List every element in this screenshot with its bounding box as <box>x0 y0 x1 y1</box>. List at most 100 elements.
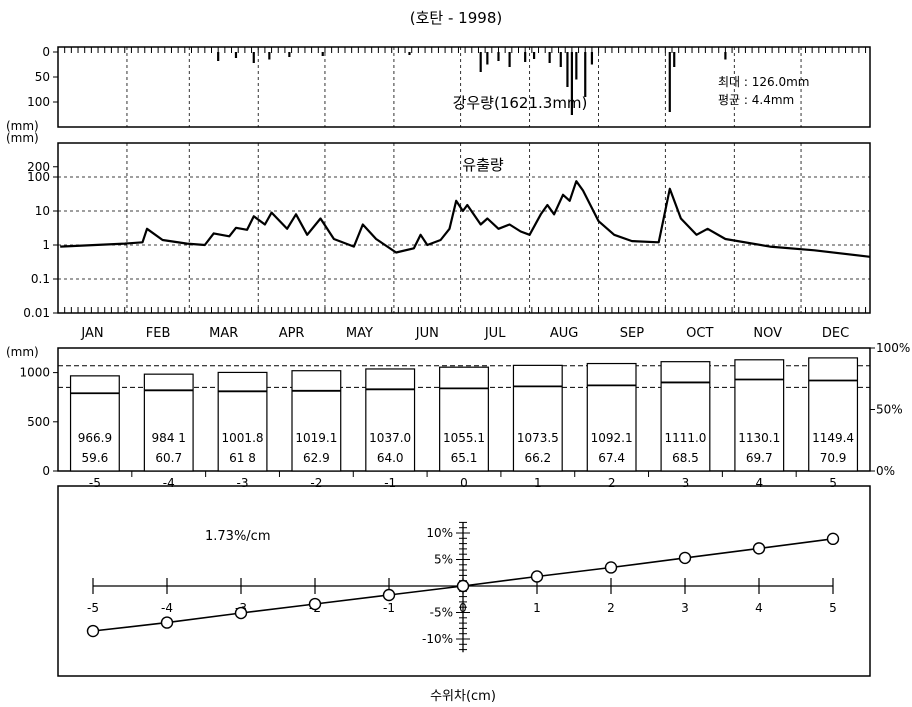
sensitivity-marker <box>88 626 99 637</box>
month-label: JUN <box>415 326 439 341</box>
sensitivity-marker <box>754 543 765 554</box>
rainfall-y-tick-label: 100 <box>27 95 50 109</box>
sensitivity-marker <box>162 617 173 628</box>
water-level-x-tick-label: -1 <box>384 476 396 490</box>
runoff-y-ticks: 2001001010.10.01 <box>23 160 58 320</box>
sensitivity-y-tick-label: -5% <box>430 606 453 620</box>
runoff-y-tick-label: 100 <box>27 170 50 184</box>
water-level-value-label: 1092.1 <box>591 431 633 445</box>
water-level-percent-label: 100% <box>876 341 910 355</box>
water-level-x-tick-label: 1 <box>534 476 542 490</box>
runoff-unit-label: (mm) <box>6 131 39 145</box>
sensitivity-x-tick-label: 5 <box>829 601 837 615</box>
month-label: AUG <box>550 326 578 341</box>
water-level-percent-value-label: 70.9 <box>820 451 847 465</box>
water-level-percent-value-label: 66.2 <box>524 451 551 465</box>
sensitivity-y-tick-label: 5% <box>434 553 453 567</box>
water-level-x-tick-label: -4 <box>163 476 175 490</box>
water-level-value-label: 966.9 <box>78 431 112 445</box>
month-label: SEP <box>620 326 644 341</box>
runoff-y-tick-label: 0.01 <box>23 306 50 320</box>
water-level-value-label: 1130.1 <box>738 431 780 445</box>
water-level-x-tick-label: -2 <box>310 476 322 490</box>
water-level-percent-value-label: 60.7 <box>155 451 182 465</box>
water-level-y-tick-label: 0 <box>42 464 50 478</box>
water-level-x-tick-label: -3 <box>237 476 249 490</box>
water-level-panel: 1000 500 0 100% 50% 0% 966.9 59.6 984 1 60.7 100… <box>6 341 910 490</box>
water-level-y-tick-label: 500 <box>27 415 50 429</box>
water-level-value-label: 1019.1 <box>295 431 337 445</box>
water-level-percent-value-label: 69.7 <box>746 451 773 465</box>
sensitivity-marker <box>606 562 617 573</box>
water-level-percent-value-label: 61 8 <box>229 451 256 465</box>
rainfall-y-tick-label: 50 <box>35 70 50 84</box>
water-level-percent-value-label: 64.0 <box>377 451 404 465</box>
rainfall-mean-label: 평균 : 4.4mm <box>718 93 794 107</box>
water-level-percent-value-label: 62.9 <box>303 451 330 465</box>
water-level-percent-value-label: 67.4 <box>598 451 625 465</box>
water-level-x-tick-label: 5 <box>829 476 837 490</box>
month-label: OCT <box>686 326 713 341</box>
water-level-y-ticks: 1000 500 0 <box>19 366 58 478</box>
month-label: MAY <box>346 326 373 341</box>
water-level-x-tick-label: 2 <box>608 476 616 490</box>
sensitivity-marker <box>458 581 469 592</box>
water-level-x-ticks: -5 -4 -3 -2 -1 0 1 2 3 4 5 <box>89 471 837 490</box>
water-level-y-tick-label: 1000 <box>19 366 50 380</box>
rainfall-panel: 0 50 100 (mm) 강우량(1621.3mm) 최대 : 126.0mm 평… <box>6 45 870 133</box>
sensitivity-x-tick-label: 3 <box>681 601 689 615</box>
water-level-value-label: 1073.5 <box>517 431 559 445</box>
runoff-y-tick-label: 1 <box>42 238 50 252</box>
sensitivity-x-tick-label: 2 <box>607 601 615 615</box>
water-level-percent-label: 50% <box>876 403 903 417</box>
water-level-value-label: 1111.0 <box>664 431 706 445</box>
water-level-value-label: 1055.1 <box>443 431 485 445</box>
water-level-x-tick-label: 0 <box>460 476 468 490</box>
water-level-x-tick-label: -5 <box>89 476 101 490</box>
sensitivity-marker <box>680 552 691 563</box>
water-level-x-tick-label: 4 <box>755 476 763 490</box>
month-label: JUL <box>484 326 506 341</box>
water-level-percent-ticks: 100% 50% 0% <box>870 341 910 478</box>
sensitivity-marker <box>828 533 839 544</box>
month-label: MAR <box>209 326 238 341</box>
water-level-unit-label: (mm) <box>6 345 39 359</box>
rainfall-y-tick-label: 0 <box>42 45 50 59</box>
water-level-value-label: 984 1 <box>152 431 186 445</box>
runoff-title: 유출량 <box>462 156 504 174</box>
water-level-value-label: 1037.0 <box>369 431 411 445</box>
month-label: DEC <box>822 326 849 341</box>
sensitivity-marker <box>310 599 321 610</box>
month-label: JAN <box>80 326 103 341</box>
rainfall-total-label: 강우량(1621.3mm) <box>453 94 588 112</box>
water-level-x-tick-label: 3 <box>682 476 690 490</box>
sensitivity-marker <box>532 571 543 582</box>
sensitivity-panel: -5-4-3-2-101234510%5%-5%-10% 1.73%/cm 수위… <box>58 486 870 704</box>
water-level-percent-value-label: 65.1 <box>451 451 478 465</box>
sensitivity-x-tick-label: -5 <box>87 601 99 615</box>
month-label: APR <box>279 326 305 341</box>
water-level-value-label: 1001.8 <box>222 431 264 445</box>
rainfall-max-label: 최대 : 126.0mm <box>718 75 810 89</box>
sensitivity-marker <box>236 608 247 619</box>
month-label: NOV <box>753 326 782 341</box>
water-level-value-label: 1149.4 <box>812 431 854 445</box>
sensitivity-y-tick-label: 10% <box>426 526 453 540</box>
rainfall-y-ticks: 0 50 100 <box>27 45 58 109</box>
month-label: FEB <box>146 326 171 341</box>
runoff-y-tick-label: 10 <box>35 204 50 218</box>
runoff-line <box>60 181 870 257</box>
water-level-percent-label: 0% <box>876 464 895 478</box>
sensitivity-x-tick-label: -1 <box>383 601 395 615</box>
sensitivity-x-tick-label: 4 <box>755 601 763 615</box>
water-level-bars: 966.9 59.6 984 1 60.7 1001.8 61 8 1019.1 62.9 10… <box>71 358 858 471</box>
water-level-percent-value-label: 59.6 <box>82 451 109 465</box>
sensitivity-x-axis-title: 수위차(cm) <box>430 689 496 704</box>
sensitivity-marker <box>384 590 395 601</box>
sensitivity-x-tick-label: 1 <box>533 601 541 615</box>
sensitivity-rate-label: 1.73%/cm <box>205 529 271 544</box>
figure-title: (호탄 - 1998) <box>410 9 502 27</box>
runoff-y-tick-label: 0.1 <box>31 272 50 286</box>
